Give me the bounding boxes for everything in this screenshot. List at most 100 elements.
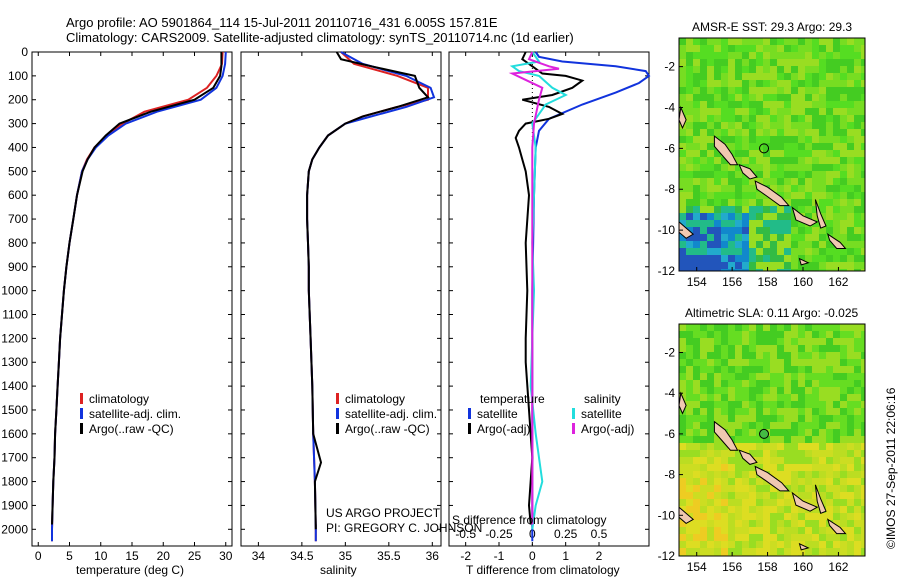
map-cell [707,394,714,401]
map-cell [770,178,777,185]
map-cell [749,94,756,101]
map-cell [686,345,693,352]
map-cell [728,255,735,262]
map-cell [756,122,763,129]
map-cell [784,366,791,373]
map-x-tick-label: 160 [793,275,813,289]
map-cell [693,527,700,534]
map-cell [770,527,777,534]
map-cell [812,457,819,464]
map-cell [847,122,854,129]
map-cell [749,380,756,387]
map-cell [812,122,819,129]
map-cell [693,513,700,520]
map-cell [861,380,865,387]
map-y-tick-label: -12 [658,549,676,563]
map-cell [707,269,714,271]
map-cell [805,129,812,136]
map-cell [749,87,756,94]
map-cell [826,227,833,234]
difference-axes [448,51,650,547]
map-cell [854,220,861,227]
map-cell [763,527,770,534]
map-cell [833,66,840,73]
map-cell [735,401,742,408]
island-shape [826,518,847,535]
map-cell [693,478,700,485]
x-tick-label: 1 [562,549,569,563]
map-cell [749,241,756,248]
map-cell [784,206,791,213]
map-cell [805,443,812,450]
x-tick-label: 35.5 [377,549,401,563]
map-cell [798,115,805,122]
map-cell [819,66,826,73]
map-cell [728,471,735,478]
map-cell [826,527,833,534]
map-cell [791,527,798,534]
map-cell [721,408,728,415]
map-cell [749,101,756,108]
map-cell [707,199,714,206]
map-cell [819,401,826,408]
map-cell [679,269,686,271]
map-cell [749,492,756,499]
map-cell [693,380,700,387]
map-cell [763,262,770,269]
map-cell [833,87,840,94]
map-cell [777,220,784,227]
map-cell [693,227,700,234]
map-cell [840,38,847,45]
map-cell [693,122,700,129]
t-difference-xlabel: T difference from climatology [466,563,620,577]
map-cell [861,506,865,513]
map-cell [693,450,700,457]
map-cell [693,436,700,443]
map-cell [700,331,707,338]
map-cell [861,255,865,262]
legend-climatology: climatology [89,392,150,406]
map-cell [742,464,749,471]
map-cell [861,241,865,248]
map-cell [784,234,791,241]
map-cell [756,164,763,171]
map-cell [707,87,714,94]
map-cell [714,408,721,415]
map-cell [686,115,693,122]
map-cell [721,241,728,248]
island-shape [738,163,758,180]
map-cell [714,324,721,331]
map-cell [707,478,714,485]
map-cell [693,401,700,408]
map-cell [847,534,854,541]
map-cell [770,380,777,387]
map-cell [798,185,805,192]
map-cell [812,471,819,478]
map-cell [812,164,819,171]
map-cell [805,248,812,255]
map-cell [812,157,819,164]
map-y-tick-label: -12 [658,264,676,278]
map-cell [700,534,707,541]
map-x-tick-label: 156 [722,560,742,574]
map-cell [735,213,742,220]
map-cell [826,199,833,206]
map-cell [742,248,749,255]
map-cell [819,206,826,213]
map-cell [700,269,707,271]
map-cell [749,541,756,548]
map-cell [728,520,735,527]
map-cell [700,548,707,555]
map-cell [840,415,847,422]
map-cell [707,443,714,450]
map-cell [847,192,854,199]
x2-tick-label: 0.5 [591,527,608,541]
y-tick-label: 1500 [1,403,28,417]
map-cell [847,87,854,94]
map-cell [833,38,840,45]
map-cell [777,401,784,408]
map-cell [840,499,847,506]
map-cell [784,324,791,331]
map-cell [700,143,707,150]
map-cell [693,87,700,94]
